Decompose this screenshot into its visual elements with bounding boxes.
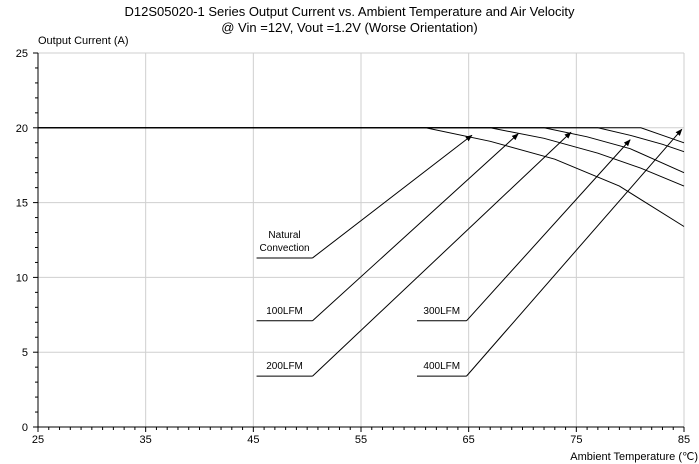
ticks: 25 35 45 55 65 75 85 0 5 10 15 20 25: [16, 48, 690, 446]
annotation-label: 300LFM: [423, 306, 460, 317]
annotation-arrow: [312, 134, 473, 259]
annotation-arrow: [466, 128, 683, 377]
annotation-arrow: [312, 131, 572, 377]
y-tick-label: 15: [16, 198, 28, 210]
annotation-label: 400LFM: [423, 361, 460, 372]
x-tick-label: 65: [463, 434, 475, 446]
y-tick-label: 0: [22, 422, 28, 434]
annotation-label: 200LFM: [266, 361, 303, 372]
grid: [38, 52, 685, 427]
y-axis-label: Output Current (A): [38, 35, 128, 47]
x-tick-label: 85: [678, 434, 690, 446]
annotation-arrow: [312, 133, 519, 322]
y-tick-label: 20: [16, 123, 28, 135]
annotations: Natural Convection 100LFM 200LFM 300LFM 400LF…: [256, 128, 683, 377]
annotation-label: Natural: [268, 230, 300, 241]
annotation-label: Convection: [260, 243, 310, 254]
annotation-label: 100LFM: [266, 306, 303, 317]
chart-subtitle: @ Vin =12V, Vout =1.2V (Worse Orientatio…: [221, 20, 478, 35]
x-tick-label: 45: [247, 434, 259, 446]
x-axis-label: Ambient Temperature (℃): [570, 451, 698, 463]
annotation-arrow: [466, 139, 631, 322]
x-tick-label: 75: [570, 434, 582, 446]
x-tick-label: 25: [32, 434, 44, 446]
y-tick-label: 5: [22, 347, 28, 359]
y-tick-label: 25: [16, 48, 28, 60]
x-tick-label: 35: [140, 434, 152, 446]
x-tick-label: 55: [355, 434, 367, 446]
chart-title: D12S05020-1 Series Output Current vs. Am…: [124, 4, 575, 19]
y-tick-label: 10: [16, 272, 28, 284]
